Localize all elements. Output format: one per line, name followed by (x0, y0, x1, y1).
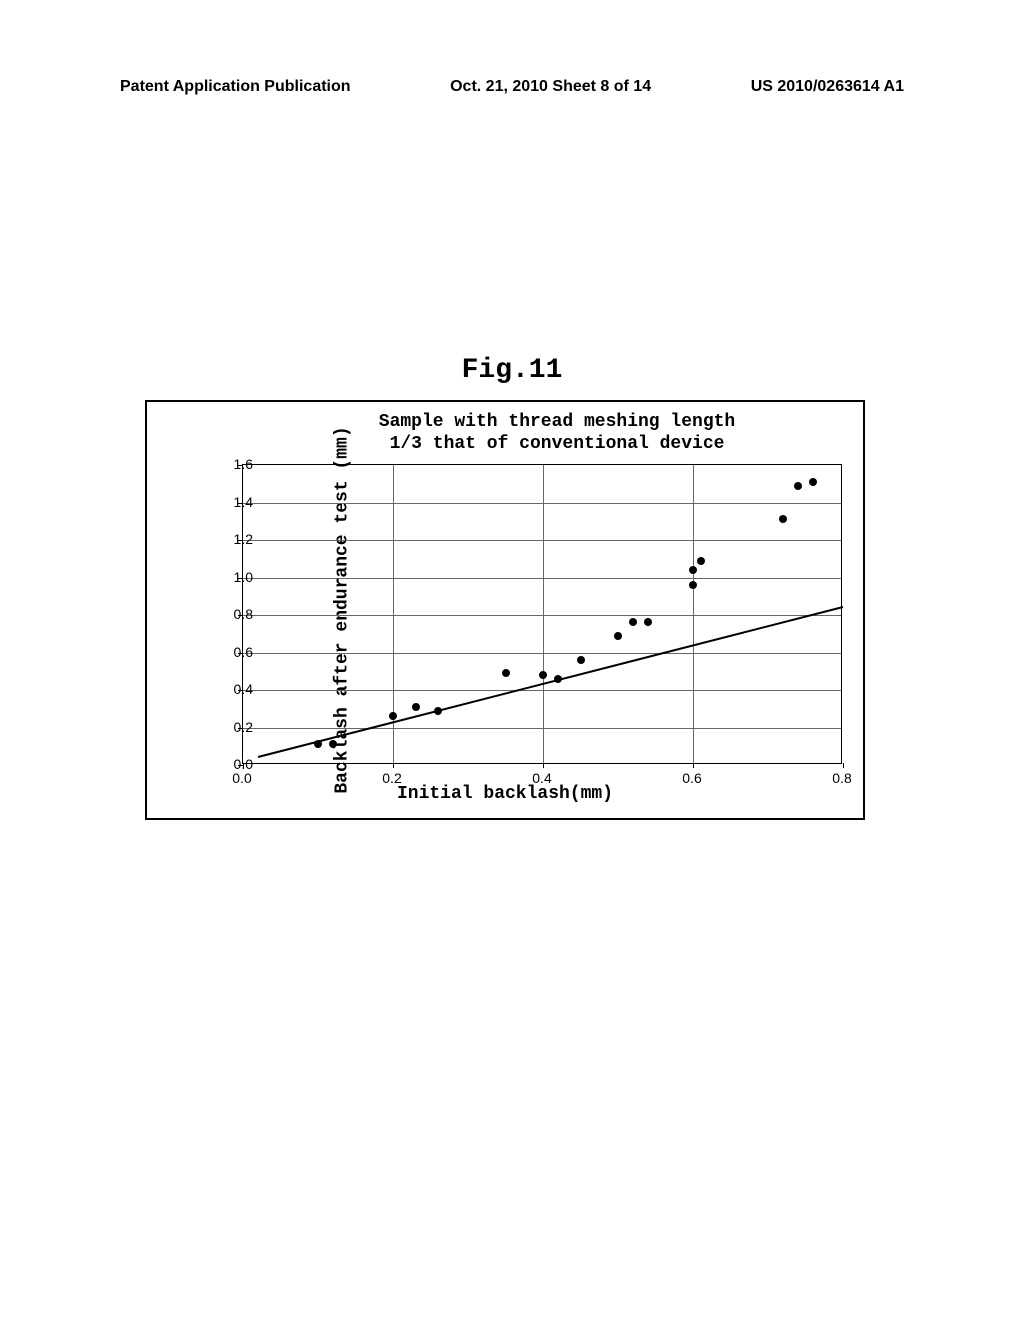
data-point (577, 656, 585, 664)
y-tick-label: 1.0 (234, 569, 253, 585)
data-point (689, 581, 697, 589)
data-point (329, 740, 337, 748)
trend-line (258, 606, 843, 758)
data-point (689, 566, 697, 574)
gridline-horizontal (243, 728, 841, 729)
data-point (389, 712, 397, 720)
data-point (539, 671, 547, 679)
y-tick-label: 0.6 (234, 644, 253, 660)
x-tick-label: 0.0 (232, 770, 251, 786)
page-header: Patent Application Publication Oct. 21, … (0, 78, 1024, 96)
figure-label: Fig.11 (462, 355, 563, 386)
gridline-vertical (543, 465, 544, 763)
y-tick-label: 0.4 (234, 681, 253, 697)
gridline-horizontal (243, 653, 841, 654)
data-point (554, 675, 562, 683)
data-point (412, 703, 420, 711)
gridline-vertical (693, 465, 694, 763)
y-tick-label: 1.6 (234, 456, 253, 472)
header-center: Oct. 21, 2010 Sheet 8 of 14 (450, 78, 651, 96)
gridline-horizontal (243, 690, 841, 691)
x-tick (843, 763, 844, 768)
data-point (644, 618, 652, 626)
data-point (809, 478, 817, 486)
data-point (614, 632, 622, 640)
data-point (502, 669, 510, 677)
y-tick-label: 1.2 (234, 531, 253, 547)
y-tick-label: 0.8 (234, 606, 253, 622)
x-tick (393, 763, 394, 768)
data-point (794, 482, 802, 490)
data-point (434, 707, 442, 715)
x-tick-label: 0.6 (682, 770, 701, 786)
chart-title-line2: 1/3 that of conventional device (390, 434, 725, 454)
plot-area (242, 464, 842, 764)
chart-container: Backlash after endurance test (mm) Sampl… (145, 400, 865, 820)
x-axis-title: Initial backlash(mm) (397, 784, 613, 804)
y-tick-label: 1.4 (234, 494, 253, 510)
gridline-horizontal (243, 578, 841, 579)
data-point (629, 618, 637, 626)
x-tick-label: 0.8 (832, 770, 851, 786)
header-right: US 2010/0263614 A1 (751, 78, 904, 96)
x-tick (693, 763, 694, 768)
gridline-horizontal (243, 503, 841, 504)
chart-title-line1: Sample with thread meshing length (379, 412, 735, 432)
data-point (779, 515, 787, 523)
gridline-horizontal (243, 540, 841, 541)
chart-title: Sample with thread meshing length 1/3 th… (277, 412, 837, 455)
header-left: Patent Application Publication (120, 78, 351, 96)
data-point (697, 557, 705, 565)
y-tick-label: 0.2 (234, 719, 253, 735)
gridline-horizontal (243, 615, 841, 616)
x-tick (543, 763, 544, 768)
data-point (314, 740, 322, 748)
